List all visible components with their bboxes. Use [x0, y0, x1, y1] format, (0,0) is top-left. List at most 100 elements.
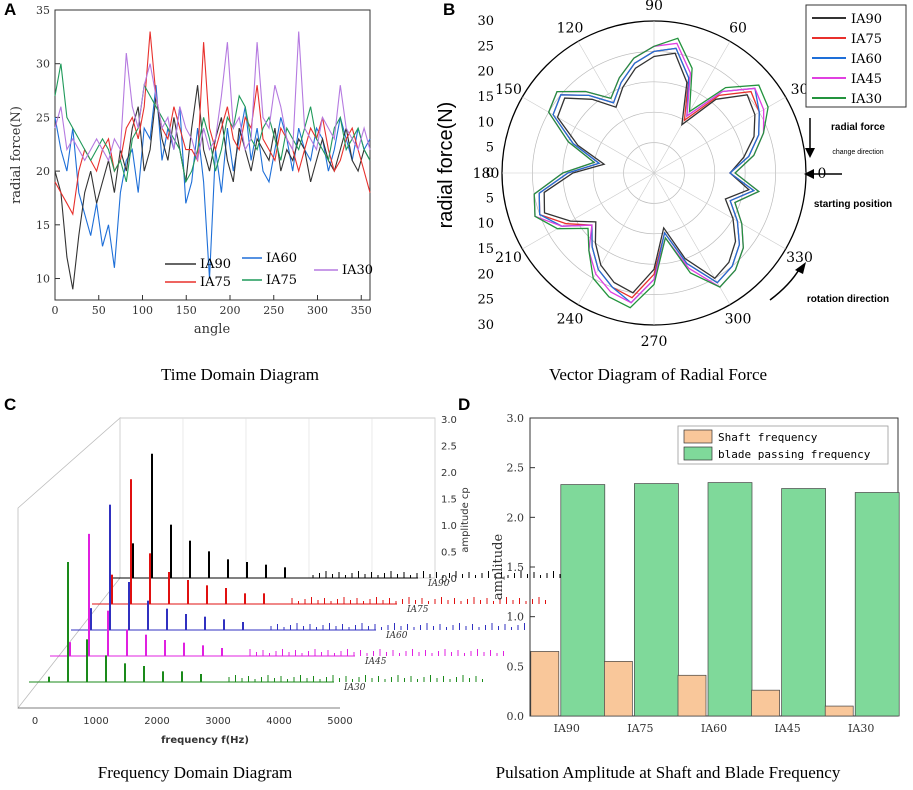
- pulse-xtick-label: IA45: [774, 722, 800, 735]
- polar-radial-tick: 30: [477, 14, 494, 29]
- pulse-ytick-label: 0.0: [507, 710, 525, 723]
- pulsation-ylabel: amplitude: [491, 534, 506, 601]
- polar-ylabel: radial force(N): [435, 102, 457, 229]
- pulse-ytick-label: 2.0: [507, 511, 525, 524]
- freq-ztick-label: 0.5: [441, 548, 457, 559]
- legend-ia90: IA90: [200, 257, 231, 272]
- polar-angle-label: 270: [641, 334, 668, 350]
- freq-ztick-label: 0.0: [441, 574, 457, 585]
- polar-radial-tick: 10: [477, 217, 494, 232]
- time-series-line-3: [54, 63, 371, 184]
- polar-angle-label: 210: [495, 250, 522, 266]
- pulse-ytick-label: 2.5: [507, 462, 525, 475]
- time-xtick-label: 200: [220, 304, 241, 317]
- time-xtick-label: 300: [307, 304, 328, 317]
- caption-vector-diagram: Vector Diagram of Radial Force: [549, 365, 767, 384]
- polar-radial-tick: 10: [477, 115, 494, 130]
- pulse-bar-blade: [854, 492, 900, 717]
- pulse-bar-blade: [707, 482, 753, 717]
- time-xtick-label: 0: [52, 304, 59, 317]
- time-ytick-label: 15: [36, 219, 50, 232]
- annot-radial-force: radial force: [831, 122, 885, 133]
- polar-spoke: [577, 172, 655, 305]
- freq-ztick-label: 1.0: [441, 521, 457, 532]
- time-series-line-1: [54, 31, 371, 216]
- time-ytick-label: 35: [36, 4, 50, 17]
- freq-ztick-label: 2.5: [441, 442, 457, 453]
- legend-blade: blade passing frequency: [718, 448, 871, 461]
- pulse-xtick-label: IA90: [554, 722, 580, 735]
- polar-legend-label: IA45: [851, 72, 882, 87]
- polar-legend-label: IA30: [851, 92, 882, 107]
- time-xtick-label: 100: [132, 304, 153, 317]
- time-ytick-label: 20: [36, 165, 50, 178]
- panel-a-label: A: [4, 0, 16, 19]
- time-xtick-label: 350: [351, 304, 372, 317]
- legend-ia75b: IA75: [266, 273, 297, 288]
- polar-angle-label: 60: [729, 21, 747, 37]
- polar-series-ia30: [533, 37, 769, 309]
- polar-radial-tick: 15: [477, 90, 494, 105]
- polar-angle-label: 150: [495, 82, 522, 98]
- pulse-bar-shaft: [530, 651, 560, 717]
- panel-b-label: B: [443, 0, 455, 19]
- annot-starting-position: starting position: [814, 199, 892, 210]
- frequency-3d-chart: 0 1000 2000 3000 4000 5000 0.0 0.5 1.0 1.5 2.0 2.5 3…: [17, 415, 567, 746]
- time-domain-ylabel: radial force(N): [9, 106, 24, 204]
- caption-pulsation: Pulsation Amplitude at Shaft and Blade F…: [496, 763, 841, 782]
- polar-spoke: [653, 96, 786, 174]
- pulse-bar-shaft: [824, 705, 854, 717]
- freq-xlabel: frequency f(Hz): [161, 735, 249, 746]
- polar-legend-label: IA60: [851, 52, 882, 67]
- pulse-ytick-label: 1.0: [507, 611, 525, 624]
- freq-xtick-label: 2000: [144, 716, 169, 727]
- legend-ia30: IA30: [342, 263, 373, 278]
- polar-radial-tick: 25: [477, 293, 494, 308]
- time-series-line-4: [54, 31, 371, 162]
- pulse-ytick-label: 1.5: [507, 561, 525, 574]
- time-domain-frame: [54, 9, 371, 301]
- annot-change-direction: change direction: [832, 149, 883, 156]
- polar-radial-tick: 20: [477, 267, 494, 282]
- freq-series-label: IA75: [406, 605, 429, 615]
- freq-ztick-label: 3.0: [441, 415, 457, 426]
- polar-angle-label: 300: [725, 312, 752, 328]
- polar-legend-box: [805, 4, 907, 108]
- polar-legend-label: IA90: [851, 12, 882, 27]
- polar-radial-tick: 0: [486, 166, 494, 181]
- polar-legend: IA90 IA75 IA60 IA45 IA30: [812, 12, 882, 107]
- panel-d-label: D: [458, 395, 470, 414]
- caption-time-domain: Time Domain Diagram: [161, 365, 319, 384]
- legend-swatch-shaft: [683, 429, 713, 444]
- time-ytick-label: 25: [36, 111, 50, 124]
- pulse-bar-shaft: [604, 661, 633, 717]
- time-domain-legend: IA90 IA75 IA60 IA75 IA30: [165, 251, 373, 290]
- polar-angle-label: 120: [557, 21, 584, 37]
- polar-angle-label: 30: [791, 82, 809, 98]
- polar-legend-label: IA75: [851, 32, 882, 47]
- pulse-xtick-label: IA30: [848, 722, 874, 735]
- pulse-xtick-label: IA75: [627, 722, 653, 735]
- time-series-line-2: [54, 85, 371, 279]
- polar-spoke: [522, 172, 655, 250]
- pulse-bar-blade: [781, 488, 826, 717]
- time-xtick-label: 250: [263, 304, 284, 317]
- freq-xtick-label: 5000: [327, 716, 352, 727]
- polar-series-ia90: [543, 52, 756, 294]
- freq-xtick-label: 4000: [266, 716, 291, 727]
- legend-ia60: IA60: [266, 251, 297, 266]
- freq-series-label: IA90: [427, 579, 450, 589]
- pulse-bar-blade: [634, 483, 679, 717]
- polar-arrows: [769, 118, 842, 301]
- freq-ztick-label: 1.5: [441, 495, 457, 506]
- annot-rotation-direction: rotation direction: [807, 294, 889, 305]
- polar-radial-tick: 25: [477, 39, 494, 54]
- freq-back-wall: [119, 417, 436, 579]
- freq-zlabel: amplitude cp: [460, 487, 471, 553]
- polar-radial-tick: 15: [477, 242, 494, 257]
- polar-radial-tick: 5: [486, 191, 494, 206]
- pulse-xtick-label: IA60: [701, 722, 727, 735]
- arrowhead-change: [805, 148, 815, 158]
- arrowhead-start: [804, 169, 814, 179]
- polar-spoke: [653, 41, 731, 174]
